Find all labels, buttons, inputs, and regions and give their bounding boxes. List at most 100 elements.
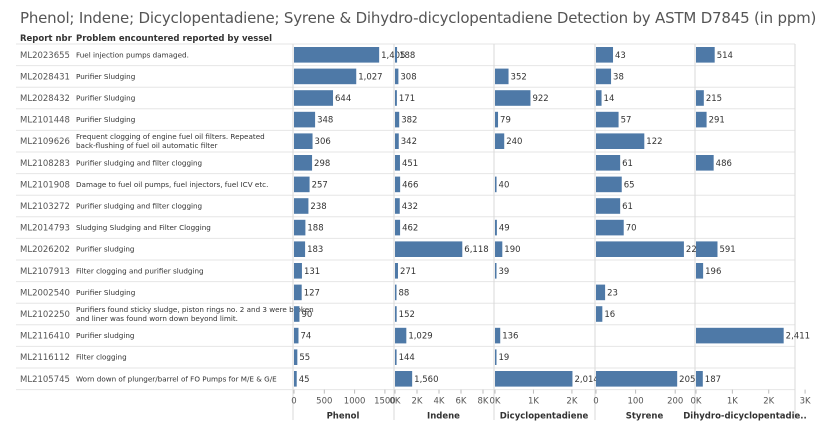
bar	[696, 371, 703, 387]
tick-label: 2K	[763, 397, 774, 407]
bar	[294, 68, 357, 85]
bar	[696, 47, 715, 63]
bar	[596, 198, 621, 214]
bar	[596, 90, 602, 106]
value-label: 1,027	[358, 72, 382, 82]
tick-label: 0K	[390, 397, 401, 407]
value-label: 45	[299, 375, 310, 385]
value-label: 61	[622, 159, 633, 169]
value-label: 43	[615, 51, 626, 61]
value-label: 127	[304, 288, 320, 298]
bar	[596, 306, 603, 322]
bar	[495, 349, 497, 365]
report-id: ML2028431	[20, 72, 70, 82]
value-label: 298	[314, 159, 330, 169]
value-label: 40	[499, 180, 510, 190]
value-label: 342	[401, 137, 417, 147]
bar	[294, 219, 306, 236]
bar	[294, 371, 297, 387]
value-label: 39	[499, 267, 510, 277]
bar	[294, 90, 334, 106]
bar	[495, 371, 573, 387]
value-label: 451	[402, 159, 418, 169]
bar	[596, 111, 619, 128]
bar	[495, 68, 509, 85]
report-id: ML2107913	[20, 267, 70, 277]
bar	[395, 284, 397, 301]
bar	[294, 155, 313, 171]
axis-title: Phenol	[327, 412, 360, 422]
problem-text: Purifier sludging	[76, 331, 134, 340]
value-label: 196	[705, 267, 721, 277]
problem-text: Frequent clogging of engine fuel oil fil…	[76, 132, 265, 141]
problem-text: Filter clogging and purifier sludging	[76, 266, 204, 275]
value-label: 257	[312, 180, 328, 190]
bar	[495, 176, 497, 193]
bar	[395, 47, 398, 63]
tick-label: 1500	[374, 397, 396, 407]
bar	[495, 241, 503, 257]
value-label: 240	[506, 137, 522, 147]
tick-label: 2K	[412, 397, 423, 407]
bar	[395, 176, 401, 193]
value-label: 348	[317, 116, 333, 126]
bar	[495, 133, 505, 149]
tick-label: 0	[593, 397, 598, 407]
bar	[395, 111, 400, 128]
value-label: 188	[399, 51, 415, 61]
report-id: ML2101448	[20, 116, 70, 126]
chart-title: Phenol; Indene; Dicyclopentadiene; Syren…	[20, 9, 817, 27]
value-label: 88	[399, 288, 410, 298]
tick-label: 500	[316, 397, 332, 407]
value-label: 6,118	[464, 245, 488, 255]
value-label: 19	[499, 353, 510, 363]
value-label: 222	[686, 245, 702, 255]
bar	[294, 198, 309, 214]
bar	[596, 219, 624, 236]
problem-text: Purifier Sludging	[76, 94, 135, 103]
value-label: 122	[646, 137, 662, 147]
problem-header: Problem encountered reported by vessel	[76, 34, 273, 44]
problem-text: back-flushing of fuel oil automatic filt…	[76, 141, 218, 150]
problem-text: Fuel injection pumps damaged.	[76, 50, 189, 59]
tick-label: 200	[667, 397, 683, 407]
value-label: 74	[300, 332, 311, 342]
bar	[395, 306, 397, 322]
value-label: 1,405	[381, 51, 405, 61]
axis-title: Dicyclopentadiene	[500, 412, 589, 422]
tick-label: 8K	[478, 397, 489, 407]
tick-label: 3K	[800, 397, 811, 407]
bar	[495, 327, 501, 344]
tick-label: 1K	[727, 397, 738, 407]
bar	[596, 68, 612, 85]
bar	[495, 219, 497, 236]
value-label: 591	[719, 245, 735, 255]
value-label: 187	[705, 375, 721, 385]
bar	[696, 90, 704, 106]
bar	[596, 241, 684, 257]
value-label: 486	[716, 159, 732, 169]
bar	[395, 263, 398, 279]
report-id: ML2023655	[20, 51, 70, 61]
bar	[596, 284, 606, 301]
bar	[395, 133, 399, 149]
value-label: 152	[399, 310, 415, 320]
bar	[294, 176, 310, 193]
problem-text: and liner was found worn down beyond lim…	[76, 314, 238, 323]
value-label: 23	[607, 288, 618, 298]
problem-text: Purifier Sludging	[76, 115, 135, 124]
value-label: 432	[402, 202, 418, 212]
value-label: 271	[400, 267, 416, 277]
report-id: ML2028432	[20, 94, 70, 104]
bar	[294, 349, 298, 365]
axis-title: Indene	[427, 412, 460, 422]
tick-label: 0K	[490, 397, 501, 407]
value-label: 65	[624, 180, 635, 190]
value-label: 131	[304, 267, 320, 277]
report-id: ML2103272	[20, 202, 70, 212]
problem-text: Worn down of plunger/barrel of FO Pumps …	[76, 374, 277, 383]
bar	[294, 111, 316, 128]
bar	[696, 111, 707, 128]
value-label: 57	[621, 116, 632, 126]
